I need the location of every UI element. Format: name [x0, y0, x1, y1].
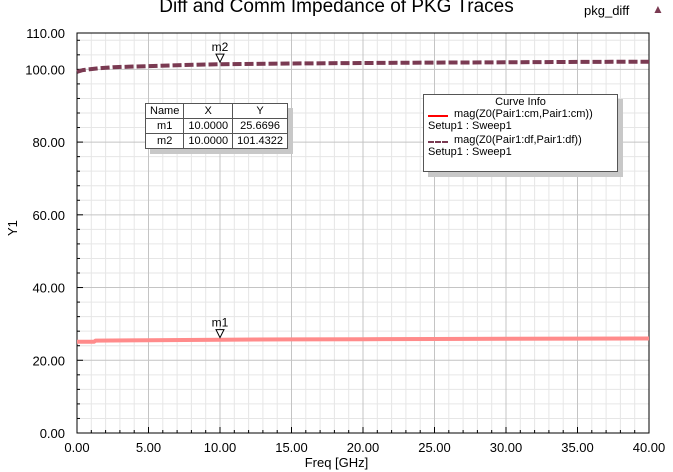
y-tick-label: 110.00: [26, 26, 65, 41]
plot-name-label: pkg_diff: [584, 3, 630, 18]
triangle-icon: ▲: [652, 2, 664, 16]
marker-x-cell: 10.0000: [183, 133, 234, 149]
series-line-df: [76, 59, 650, 74]
marker-triangle-m2: [215, 53, 225, 64]
marker-table[interactable]: Name X Y m1 10.0000 25.6696 m2 10.0000 1…: [144, 103, 288, 149]
header-y: Y: [232, 103, 288, 119]
x-tick-label: 40.00: [633, 440, 666, 455]
header-name: Name: [144, 103, 185, 119]
marker-name-cell: m2: [144, 133, 185, 149]
y-tick-label: 80.00: [32, 135, 65, 150]
legend-entry-df[interactable]: mag(Z0(Pair1:df,Pair1:df)) Setup1 : Swee…: [424, 134, 617, 160]
x-tick-label: 5.00: [136, 440, 161, 455]
marker-name-cell: m1: [144, 118, 185, 134]
x-tick-label: 30.00: [490, 440, 523, 455]
y-tick-label: 100.00: [25, 62, 65, 77]
x-tick-label: 25.00: [418, 440, 451, 455]
legend-series-name: mag(Z0(Pair1:df,Pair1:df)): [454, 134, 582, 146]
marker-y-cell: 101.4322: [232, 133, 288, 149]
marker-table-header: Name X Y: [144, 103, 288, 119]
y-axis-label: Y1: [5, 220, 20, 236]
legend-series-name: mag(Z0(Pair1:cm,Pair1:cm)): [454, 108, 593, 120]
x-tick-label: 15.00: [275, 440, 308, 455]
chart-title: Diff and Comm Impedance of PKG Traces: [159, 0, 514, 17]
x-tick-label: 10.00: [204, 440, 237, 455]
marker-triangle-m1: [215, 329, 225, 339]
x-tick-label: 35.00: [561, 440, 594, 455]
axis-ticks: 0.00 5.00 10.00 15.00 20.00 25.00 30.00 35.00 40…: [25, 26, 665, 455]
marker-y-cell: 25.6696: [232, 118, 288, 134]
header-x: X: [183, 103, 234, 119]
x-tick-label: 0.00: [64, 440, 89, 455]
y-tick-label: 20.00: [32, 353, 65, 368]
legend-line-solid: [428, 115, 448, 117]
table-row: m2 10.0000 101.4322: [144, 133, 288, 149]
series-line-cm: [77, 336, 650, 344]
legend-entry-cm[interactable]: mag(Z0(Pair1:cm,Pair1:cm)) Setup1 : Swee…: [424, 108, 617, 134]
legend-title: Curve Info: [495, 96, 546, 108]
table-row: m1 10.0000 25.6696: [144, 118, 288, 134]
y-tick-label: 0.00: [40, 426, 65, 441]
legend-line-dashed: [428, 141, 448, 143]
marker-x-cell: 10.0000: [183, 118, 234, 134]
curve-info-legend[interactable]: Curve Info mag(Z0(Pair1:cm,Pair1:cm)) Se…: [423, 94, 618, 172]
x-axis-label: Freq [GHz]: [304, 455, 369, 470]
x-tick-label: 20.00: [347, 440, 380, 455]
legend-series-setup: Setup1 : Sweep1: [428, 120, 512, 132]
marker-label-m2: m2: [212, 40, 229, 54]
marker-group: m1 m2: [212, 40, 229, 339]
y-tick-label: 40.00: [32, 281, 65, 296]
legend-series-setup: Setup1 : Sweep1: [428, 146, 512, 158]
series-group: [76, 59, 650, 344]
y-tick-label: 60.00: [32, 208, 65, 223]
marker-label-m1: m1: [212, 316, 229, 330]
